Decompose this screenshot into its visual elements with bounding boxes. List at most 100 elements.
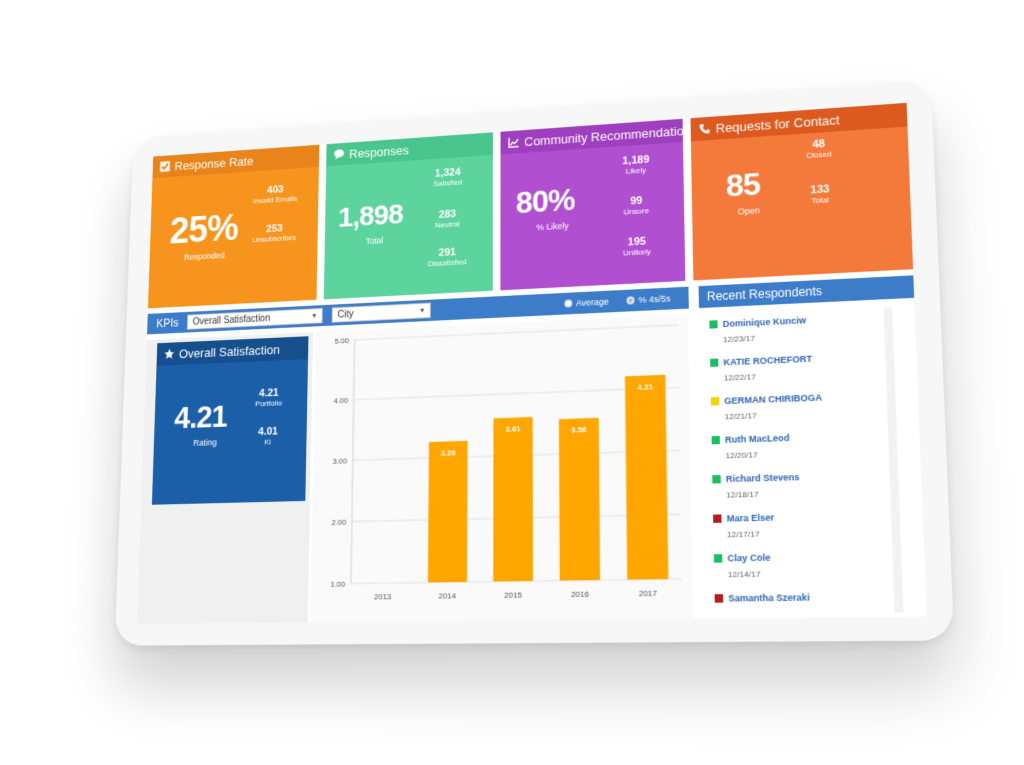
respondent-date: 12/22/17 xyxy=(723,372,756,383)
respondent-name-text: KATIE ROCHEFORT xyxy=(723,353,813,368)
x-tick-label: 2016 xyxy=(571,589,589,599)
checkbox-icon xyxy=(160,161,171,173)
radio-unselected-icon xyxy=(626,296,635,305)
respondent-name-text: Clay Cole xyxy=(727,552,771,564)
status-square-icon xyxy=(709,320,718,329)
city-select[interactable]: City ▼ xyxy=(332,302,432,323)
contact-open-label: Open xyxy=(737,205,761,217)
line-chart-icon xyxy=(508,136,519,148)
y-tick-label: 4.00 xyxy=(333,396,348,405)
overall-satisfaction-title: Overall Satisfaction xyxy=(178,341,281,361)
responses-total-value: 1,898 xyxy=(337,198,403,234)
community-title: Community Recommendation xyxy=(524,122,692,149)
overall-satisfaction-card[interactable]: Overall Satisfaction 4.21 Rating 4.21 Po… xyxy=(151,336,309,505)
y-axis-line xyxy=(351,340,355,584)
x-tick-label: 2015 xyxy=(504,590,522,600)
responses-title: Responses xyxy=(348,142,409,161)
y-tick-label: 2.00 xyxy=(331,518,346,527)
chart-bar xyxy=(427,440,468,583)
recent-respondents-list: Dominique Kunciw 12/23/17 KATIE ROCHEFORT 1… xyxy=(709,308,875,618)
list-item[interactable]: Samantha Szeraki xyxy=(714,587,876,619)
bar-data-label: 3.56 xyxy=(571,425,587,435)
chart-bar xyxy=(558,417,601,581)
closed-stat: 48 Closed xyxy=(778,136,861,162)
status-square-icon xyxy=(711,435,720,445)
average-radio[interactable]: Average xyxy=(564,297,609,309)
contact-open-value: 85 xyxy=(725,166,761,204)
chevron-down-icon: ▼ xyxy=(310,312,318,320)
respondent-name-text: Richard Stevens xyxy=(725,471,800,485)
community-likely-label: % Likely xyxy=(536,220,569,233)
respondent-name: Ruth MacLeod xyxy=(711,430,870,445)
dissatisfied-stat: 291 Dissatisfied xyxy=(409,245,485,269)
phone-icon xyxy=(699,123,711,135)
tablet-frame: Response Rate 25% Responded 403 Invalid … xyxy=(114,79,955,646)
chart-bar xyxy=(493,417,533,582)
bar-data-label: 3.26 xyxy=(441,448,457,458)
responses-tile[interactable]: Responses 1,898 Total 1,324 Satisfied 28… xyxy=(323,132,493,300)
respondent-name: Mara Elser xyxy=(713,510,872,524)
x-tick-label: 2014 xyxy=(439,591,457,601)
satisfaction-chart-area: 1.00 2.00 3.00 4.00 5.00 2013 3.26 2014 3.61 2015… xyxy=(310,314,694,623)
list-item[interactable]: Mara Elser 12/17/17 xyxy=(713,506,873,549)
status-square-icon xyxy=(710,397,720,406)
kpi-metric-select[interactable]: Overall Satisfaction ▼ xyxy=(187,307,324,330)
list-item[interactable]: KATIE ROCHEFORT 12/22/17 xyxy=(710,347,867,392)
x-tick-label: 2017 xyxy=(639,589,657,599)
bar-data-label: 3.61 xyxy=(505,424,521,434)
ki-stat: 4.01 KI xyxy=(231,425,305,448)
city-select-value: City xyxy=(337,308,354,321)
list-item[interactable]: Ruth MacLeod 12/20/17 xyxy=(711,426,870,470)
x-tick-label: 2013 xyxy=(374,592,391,602)
bar-data-label: 4.21 xyxy=(637,382,653,392)
respondent-name-text: Samantha Szeraki xyxy=(728,592,810,604)
percent-4s5s-radio-label: % 4s/5s xyxy=(638,293,671,306)
portfolio-stat: 4.21 Portfolio xyxy=(232,386,306,409)
respondent-name: Clay Cole xyxy=(713,550,873,564)
respondent-date: 12/21/17 xyxy=(724,411,757,422)
overall-rating-label: Rating xyxy=(193,437,217,448)
respondent-date: 12/23/17 xyxy=(722,333,756,345)
status-square-icon xyxy=(710,358,719,367)
unsure-stat: 99 Unsure xyxy=(597,193,676,218)
list-item[interactable]: Clay Cole 12/14/17 xyxy=(713,546,874,589)
respondent-date: 12/17/17 xyxy=(726,529,760,540)
kpi-label: KPIs xyxy=(155,316,179,331)
community-likely-value: 80% xyxy=(515,181,575,221)
respondent-date: 12/14/17 xyxy=(727,569,761,580)
y-tick-label: 5.00 xyxy=(334,336,349,346)
contact-title: Requests for Contact xyxy=(715,112,840,136)
star-icon xyxy=(164,348,175,360)
respondent-name-text: GERMAN CHIRIBOGA xyxy=(724,392,823,407)
kpi-metric-select-value: Overall Satisfaction xyxy=(192,312,271,328)
list-item[interactable]: Dominique Kunciw 12/23/17 xyxy=(709,308,866,353)
responses-total-label: Total xyxy=(365,235,384,247)
recent-respondents-panel: Recent Respondents Dominique Kunciw 12/23… xyxy=(698,275,927,619)
overall-rating-value: 4.21 xyxy=(173,398,228,436)
response-rate-title: Response Rate xyxy=(174,153,254,173)
invalid-emails-stat: 403 Invalid Emails xyxy=(239,182,311,206)
response-rate-tile[interactable]: Response Rate 25% Responded 403 Invalid … xyxy=(147,144,320,309)
respondent-name-text: Dominique Kunciw xyxy=(722,315,807,330)
respondent-name: GERMAN CHIRIBOGA xyxy=(710,391,868,407)
requests-for-contact-tile[interactable]: Requests for Contact 85 Open 48 Closed 1… xyxy=(690,102,914,281)
respondent-name: Richard Stevens xyxy=(712,470,870,485)
dashboard-screen: Response Rate 25% Responded 403 Invalid … xyxy=(137,102,927,624)
speech-bubble-icon xyxy=(334,148,345,160)
neutral-stat: 283 Neutral xyxy=(410,207,485,232)
recent-respondents-scrollbar[interactable] xyxy=(883,307,904,613)
community-recommendation-tile[interactable]: Community Recommendation 80% % Likely 1,… xyxy=(500,118,691,291)
list-item[interactable]: Richard Stevens 12/18/17 xyxy=(712,466,871,510)
responses-header: Responses xyxy=(326,132,493,167)
y-tick-label: 3.00 xyxy=(332,456,347,465)
chevron-down-icon: ▼ xyxy=(418,307,426,315)
ki-label: KI xyxy=(264,437,272,447)
status-square-icon xyxy=(713,554,723,563)
list-item[interactable]: GERMAN CHIRIBOGA 12/21/17 xyxy=(710,386,869,431)
unlikely-stat: 195 Unlikely xyxy=(597,234,677,259)
status-square-icon xyxy=(712,475,721,484)
percent-4s5s-radio[interactable]: % 4s/5s xyxy=(626,293,671,306)
status-square-icon xyxy=(713,514,722,523)
respondent-name: KATIE ROCHEFORT xyxy=(710,351,866,368)
total-contact-stat: 133 Total xyxy=(779,181,862,207)
